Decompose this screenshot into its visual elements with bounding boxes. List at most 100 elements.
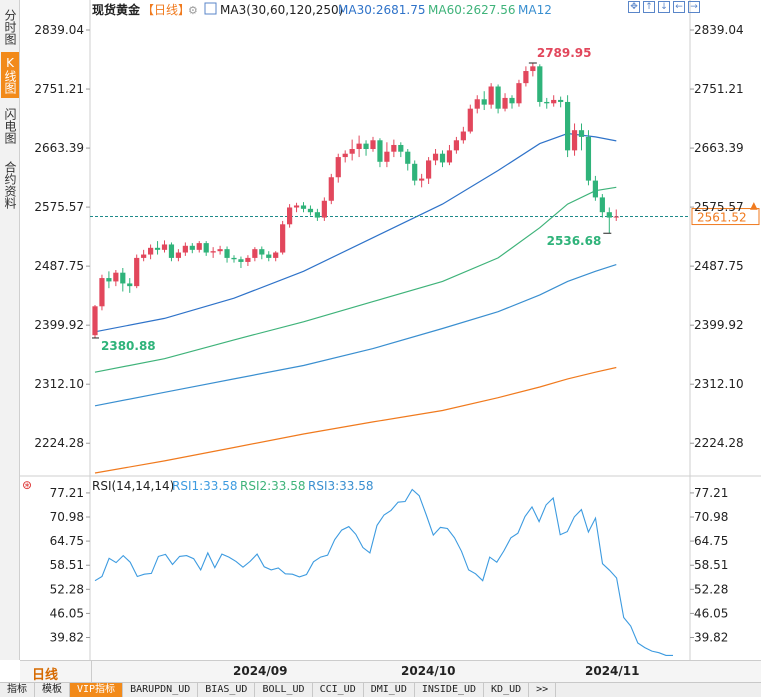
candle-body — [196, 243, 202, 250]
indicator-tab-3[interactable]: BARUPDN_UD — [123, 683, 199, 697]
y-tick-label-right: 2312.10 — [694, 377, 744, 391]
candle-body — [224, 249, 230, 258]
x-tick-label: 2024/11 — [585, 664, 640, 678]
candle — [537, 64, 543, 107]
tab-timeshare[interactable]: 分时图 — [3, 9, 17, 45]
indicator-tab-0[interactable]: 指标 — [0, 683, 35, 697]
candle-body — [446, 150, 453, 163]
tab-kline[interactable]: K线图 — [1, 52, 19, 98]
candle-body — [266, 254, 272, 258]
candle — [321, 197, 327, 221]
ma60-line — [94, 186, 617, 373]
indicator-tab-7[interactable]: DMI_UD — [364, 683, 415, 697]
candle — [599, 194, 605, 218]
period-button[interactable]: 日线 — [32, 668, 59, 683]
candle-body — [154, 247, 161, 250]
indicator-tab-4[interactable]: BIAS_UD — [198, 683, 256, 697]
rsi-tick-label-right: 64.75 — [694, 534, 728, 548]
last-price-arrow-icon: ▲ — [750, 201, 758, 212]
candle-body — [405, 151, 411, 164]
indicator-tab-10[interactable]: >> — [529, 683, 557, 697]
candle — [238, 256, 244, 268]
tab-contract-info[interactable]: 合约资料 — [3, 161, 17, 209]
candle — [405, 149, 411, 171]
ma30-line — [94, 132, 617, 333]
y-tick-label-left: 2487.75 — [34, 259, 84, 273]
candle-body — [120, 272, 126, 284]
rsi-tick-label-left: 46.05 — [50, 606, 84, 620]
candle — [578, 123, 585, 151]
y-tick-label-left: 2751.21 — [34, 82, 84, 96]
candle — [314, 208, 320, 221]
candle — [606, 207, 612, 234]
kline-chart: 2789.95 2380.88 2536.68 2561.52▲ — [90, 46, 760, 474]
tab-lightning[interactable]: 闪电图 — [3, 108, 17, 144]
rsi-tick-label-right: 46.05 — [694, 606, 728, 620]
candle-body — [502, 97, 508, 109]
candle-body — [453, 140, 459, 151]
candle — [259, 246, 265, 260]
candle-body — [252, 249, 258, 258]
y-tick-label-right: 2751.21 — [694, 82, 744, 96]
candle-body — [460, 131, 466, 141]
candle-body — [432, 153, 439, 161]
candle — [460, 126, 466, 144]
expand-icon[interactable]: ✥ — [628, 1, 640, 13]
last-price-tag — [691, 208, 760, 226]
candle — [495, 84, 501, 114]
symbol-name: 现货黄金 — [92, 2, 141, 17]
candle-body — [287, 207, 293, 225]
candle-body — [467, 108, 473, 132]
candle — [426, 157, 432, 184]
candle — [349, 139, 355, 161]
candle-body — [571, 130, 578, 151]
rsi-tick-label-right: 52.28 — [694, 582, 728, 596]
candle-body — [293, 205, 300, 208]
candle — [210, 247, 216, 258]
candle — [565, 95, 571, 158]
candle — [266, 251, 272, 262]
indicator-tab-6[interactable]: CCI_UD — [313, 683, 364, 697]
candle-body — [99, 278, 105, 307]
candle — [148, 244, 154, 260]
candle — [391, 139, 397, 158]
candle-body — [238, 259, 244, 262]
candle — [154, 241, 161, 255]
candle — [245, 255, 251, 266]
settings-icon[interactable]: ⚙ — [188, 4, 198, 17]
candle — [335, 153, 341, 183]
indicator-tab-9[interactable]: KD_UD — [484, 683, 530, 697]
candle-body — [113, 272, 119, 282]
ma-name: MA3(30,60,120,250) — [220, 3, 343, 17]
candle — [488, 83, 494, 109]
candle — [523, 66, 529, 87]
right-icon[interactable]: → — [688, 1, 700, 13]
candle — [474, 95, 480, 114]
rsi-tick-label-left: 70.98 — [50, 510, 84, 524]
rsi-settings-icon[interactable]: ⊛ — [22, 478, 32, 492]
indicator-tab-1[interactable]: 模板 — [35, 683, 70, 697]
indicator-tab-5[interactable]: BOLL_UD — [255, 683, 313, 697]
candle — [613, 209, 619, 221]
candle — [175, 249, 181, 262]
indicator-tab-2[interactable]: VIP指标 — [70, 683, 124, 697]
candle — [412, 160, 418, 186]
ma-toggle-icon[interactable] — [204, 2, 217, 15]
y-tick-label-left: 2399.92 — [34, 318, 84, 332]
indicator-tab-8[interactable]: INSIDE_UD — [415, 683, 485, 697]
candle — [419, 173, 425, 188]
rsi-tick-label-right: 77.21 — [694, 486, 728, 500]
rsi-tick-label-left: 39.82 — [50, 630, 84, 644]
up-icon[interactable]: ↑ — [643, 1, 655, 13]
candle-body — [439, 153, 446, 163]
ma120-line — [94, 264, 617, 407]
candle-body — [335, 157, 341, 178]
candle — [432, 149, 439, 166]
candle-body — [474, 99, 480, 109]
left-icon[interactable]: ← — [673, 1, 685, 13]
candle-body — [384, 151, 390, 162]
candle — [551, 95, 557, 107]
y-tick-label-left: 2663.39 — [34, 141, 84, 155]
down-icon[interactable]: ↓ — [658, 1, 670, 13]
rsi-tick-label-left: 77.21 — [50, 486, 84, 500]
